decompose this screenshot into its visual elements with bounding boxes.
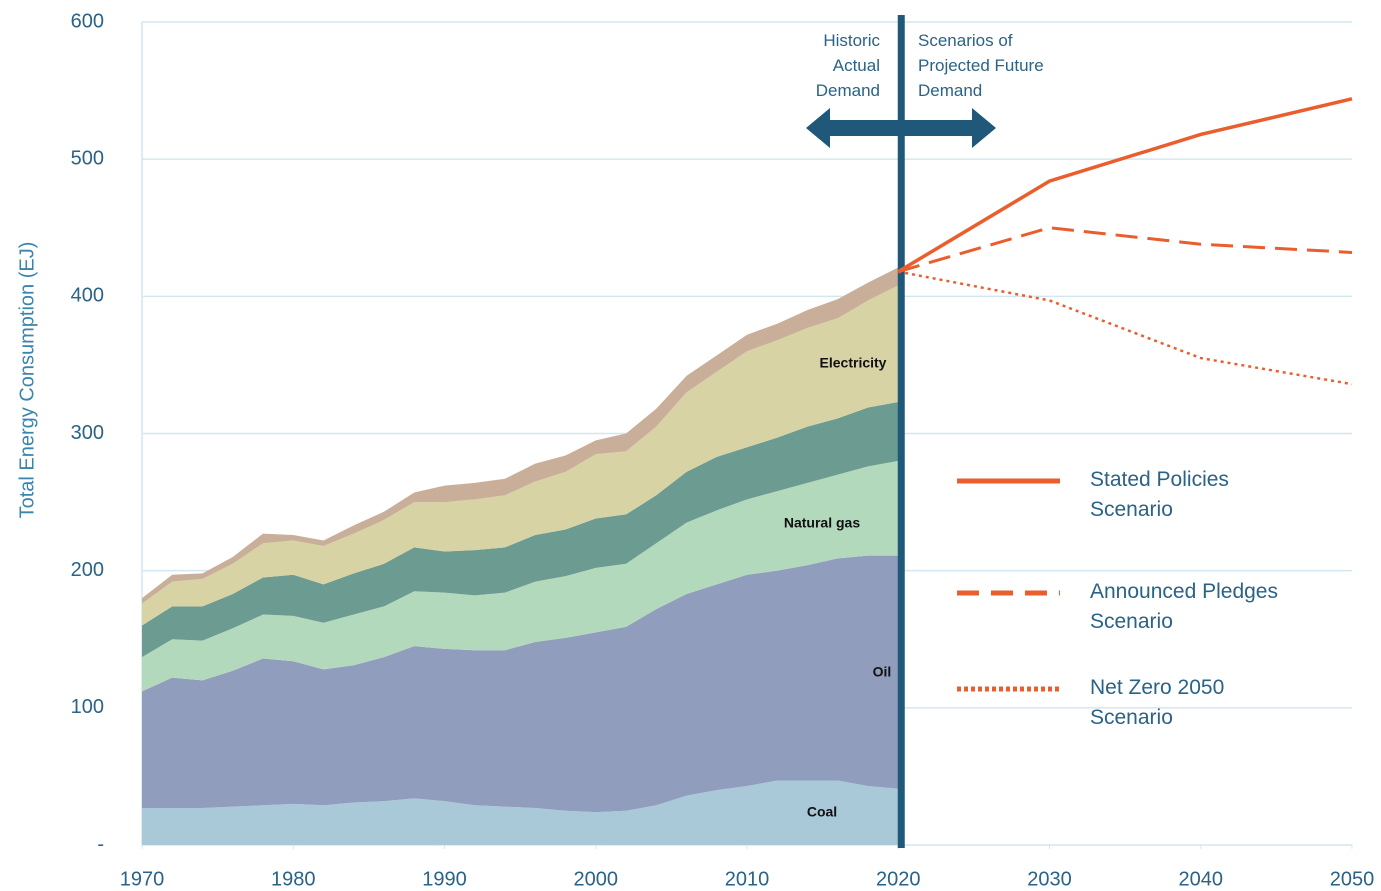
scenario-line <box>897 97 1353 274</box>
area <box>142 267 899 604</box>
y-tick-label: - <box>97 833 104 855</box>
area <box>142 285 899 626</box>
annotation: Historic Actual Demand <box>815 31 880 100</box>
legend-entry: Announced Pledges Scenario <box>1090 580 1278 633</box>
y-tick-label: 200 <box>71 559 104 581</box>
legend-entry: Stated Policies Scenario <box>1090 468 1229 521</box>
area-label: Electricity <box>820 355 887 371</box>
x-tick-label: 2050 <box>1330 868 1375 890</box>
legend-label: Announced Pledges Scenario <box>1090 580 1278 633</box>
x-tick-label: 2010 <box>725 868 770 890</box>
x-tick-label: 2020 <box>876 868 921 890</box>
area-label: Coal <box>807 804 837 820</box>
legend-label: Stated Policies Scenario <box>1090 468 1229 521</box>
x-tick-label: 2030 <box>1027 868 1072 890</box>
x-tick-label: 1990 <box>422 868 467 890</box>
legend-label: Net Zero 2050 Scenario <box>1090 676 1225 729</box>
x-tick-label: 2000 <box>574 868 619 890</box>
area <box>142 780 899 845</box>
scenario-line <box>898 270 1353 386</box>
y-tick-label: 100 <box>71 696 104 718</box>
x-tick-label: 1980 <box>271 868 316 890</box>
area-label: Natural gas <box>784 515 860 531</box>
x-tick-label: 1970 <box>120 868 165 890</box>
x-tick-label: 2040 <box>1179 868 1224 890</box>
area <box>142 460 899 692</box>
y-tick-label: 600 <box>71 10 104 32</box>
legend-entry: Net Zero 2050 Scenario <box>1090 676 1225 729</box>
y-tick-label: 500 <box>71 147 104 169</box>
area <box>142 555 899 813</box>
scenario-line <box>897 226 1353 274</box>
arrow <box>806 108 996 148</box>
y-tick-label: 300 <box>71 422 104 444</box>
y-tick-label: 400 <box>71 285 104 307</box>
annotation-text: Historic Actual Demand <box>815 31 880 100</box>
annotation-text: Scenarios of Projected Future Demand <box>918 31 1044 100</box>
area-label: Oil <box>873 664 892 680</box>
y-axis-label: Total Energy Consumption (EJ) <box>16 242 38 519</box>
annotation: Scenarios of Projected Future Demand <box>918 31 1044 100</box>
area <box>142 401 899 658</box>
